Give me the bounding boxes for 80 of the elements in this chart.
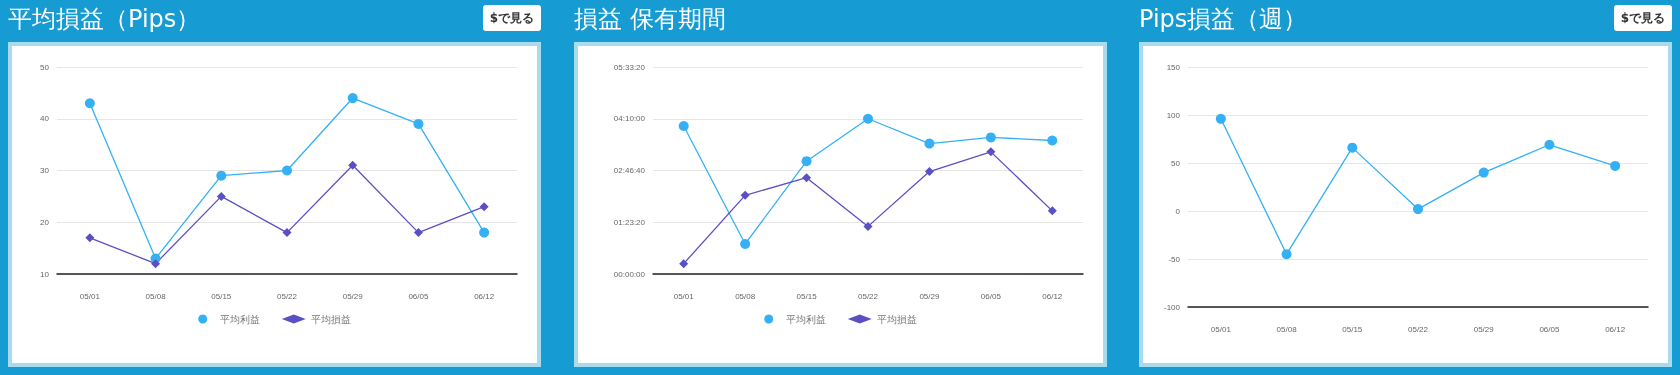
y-tick-label: 40 [40, 114, 50, 124]
chart-title: Pips損益（週） [1139, 4, 1308, 35]
point [282, 228, 292, 238]
point [413, 118, 424, 129]
y-tick-label: 50 [1171, 158, 1181, 168]
y-tick-label: 50 [40, 62, 50, 72]
point [924, 167, 934, 177]
x-tick-label: 05/15 [1342, 324, 1363, 334]
point [1413, 204, 1423, 215]
x-tick-label: 05/15 [796, 291, 818, 301]
x-tick-label: 05/29 [342, 291, 364, 301]
chart-title: 損益 保有期間 [574, 4, 726, 35]
point [740, 238, 751, 249]
text: $で見る [1613, 5, 1672, 31]
y-tick-label: 00:00:00 [613, 269, 646, 279]
x-tick-label: 05/08 [1276, 324, 1298, 334]
legend-label: 平均損益 [310, 313, 351, 325]
point [924, 138, 935, 149]
y-tick-label: 01:23:20 [613, 217, 646, 227]
point [151, 259, 161, 269]
point [1215, 113, 1226, 124]
point [282, 165, 292, 176]
x-tick-label: 06/05 [980, 291, 1002, 301]
y-tick-label: 20 [40, 217, 50, 227]
y-tick-label: -100 [1163, 302, 1181, 312]
point [216, 191, 226, 201]
point [986, 147, 996, 157]
x-tick-label: 05/08 [735, 291, 756, 301]
point [678, 121, 689, 131]
x-tick-label: 05/29 [919, 291, 940, 301]
x-tick-label: 05/15 [211, 291, 232, 301]
legend-label: 平均利益 [785, 313, 826, 325]
point [740, 190, 750, 200]
x-tick-label: 06/05 [408, 291, 429, 301]
x-tick-label: 05/22 [276, 291, 298, 301]
y-tick-label: 05:33:20 [613, 62, 646, 72]
y-tick-label: 10 [40, 269, 50, 279]
point [802, 173, 812, 183]
y-tick-label: -50 [1168, 254, 1181, 264]
point [1047, 206, 1057, 216]
y-tick-label: 100 [1166, 110, 1181, 120]
point [413, 228, 423, 238]
point [479, 227, 490, 238]
x-tick-label: 05/22 [1407, 324, 1429, 334]
x-tick-label: 05/01 [1210, 324, 1232, 334]
point [1544, 139, 1555, 150]
y-tick-label: 0 [1175, 206, 1181, 216]
point [985, 132, 996, 143]
legend-label: 平均損益 [876, 313, 917, 325]
x-tick-label: 05/01 [673, 291, 695, 301]
point [1047, 135, 1058, 146]
point [863, 221, 873, 231]
point [348, 160, 358, 170]
point [1610, 160, 1621, 171]
x-tick-label: 06/12 [1605, 324, 1626, 334]
y-tick-label: 30 [40, 166, 50, 175]
point [863, 113, 873, 124]
x-tick-label: 05/22 [857, 291, 879, 301]
point [347, 93, 358, 104]
x-tick-label: 05/01 [79, 291, 101, 301]
point [1347, 142, 1358, 153]
point [801, 156, 812, 167]
y-tick-label: 02:46:40 [613, 166, 646, 175]
x-tick-label: 05/29 [1473, 324, 1495, 334]
point [85, 233, 95, 243]
y-tick-label: 150 [1166, 62, 1181, 72]
x-tick-label: 06/12 [474, 291, 495, 301]
chart-title: 平均損益（Pips） [8, 4, 201, 35]
point [84, 98, 95, 109]
y-tick-label: 04:10:00 [613, 114, 646, 124]
point [479, 202, 489, 212]
point [1281, 249, 1292, 260]
legend-label: 平均利益 [219, 313, 260, 325]
point [1478, 167, 1489, 178]
point [679, 259, 689, 269]
text: $で見る [482, 5, 541, 31]
x-tick-label: 06/12 [1042, 291, 1063, 301]
point [216, 170, 227, 181]
x-tick-label: 06/05 [1539, 324, 1560, 334]
x-tick-label: 05/08 [145, 291, 167, 301]
